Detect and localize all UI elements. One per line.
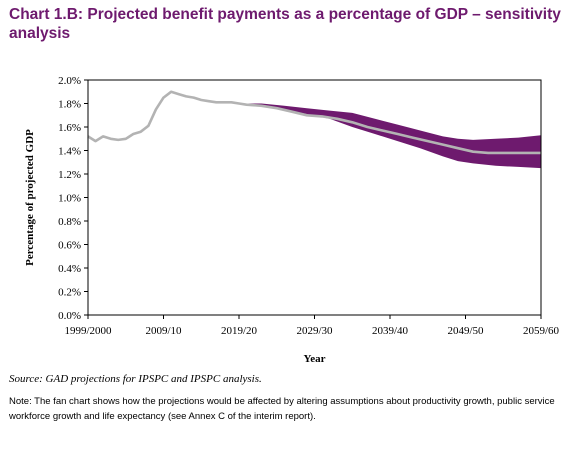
y-tick-label: 0.4% [58, 263, 81, 275]
x-tick-label: 2059/60 [523, 325, 560, 337]
source-note: Source: GAD projections for IPSPC and IP… [9, 373, 262, 385]
y-tick-labels: 0.0% 0.2% 0.4% 0.6% 0.8% 1.0% 1.2% 1.4% 1.6% 1.8%… [58, 75, 81, 322]
central-projection-line [87, 90, 541, 155]
x-tick-label: 2039/40 [372, 325, 409, 337]
footnote: Note: The fan chart shows how the projec… [9, 396, 555, 422]
x-tick-label: 2029/30 [296, 325, 333, 337]
x-axis-label: Year [304, 353, 326, 365]
y-tick-label: 0.0% [58, 310, 81, 322]
fan-band [239, 103, 541, 169]
chart-title: Chart 1.B: Projected benefit payments as… [9, 6, 561, 42]
fan-band-layer [239, 103, 541, 169]
y-axis-label: Percentage of projected GDP [24, 129, 36, 266]
x-tick-label: 2019/20 [221, 325, 258, 337]
axes [84, 79, 542, 319]
y-tick-label: 2.0% [58, 75, 81, 87]
y-tick-label: 1.6% [58, 122, 81, 134]
y-tick-label: 1.8% [58, 99, 81, 111]
x-tick-label: 2009/10 [145, 325, 182, 337]
y-tick-label: 1.2% [58, 169, 81, 181]
y-tick-label: 0.8% [58, 216, 81, 228]
x-tick-labels: 1999/2000 2009/10 2019/20 2029/30 2039/40 204… [64, 325, 559, 337]
y-tick-label: 0.6% [58, 240, 81, 252]
y-tick-label: 0.2% [58, 287, 81, 299]
y-tick-label: 1.0% [58, 193, 81, 205]
x-tick-label: 1999/2000 [64, 325, 112, 337]
x-tick-label: 2049/50 [447, 325, 484, 337]
central-line-layer [87, 90, 541, 155]
y-tick-label: 1.4% [58, 146, 81, 158]
